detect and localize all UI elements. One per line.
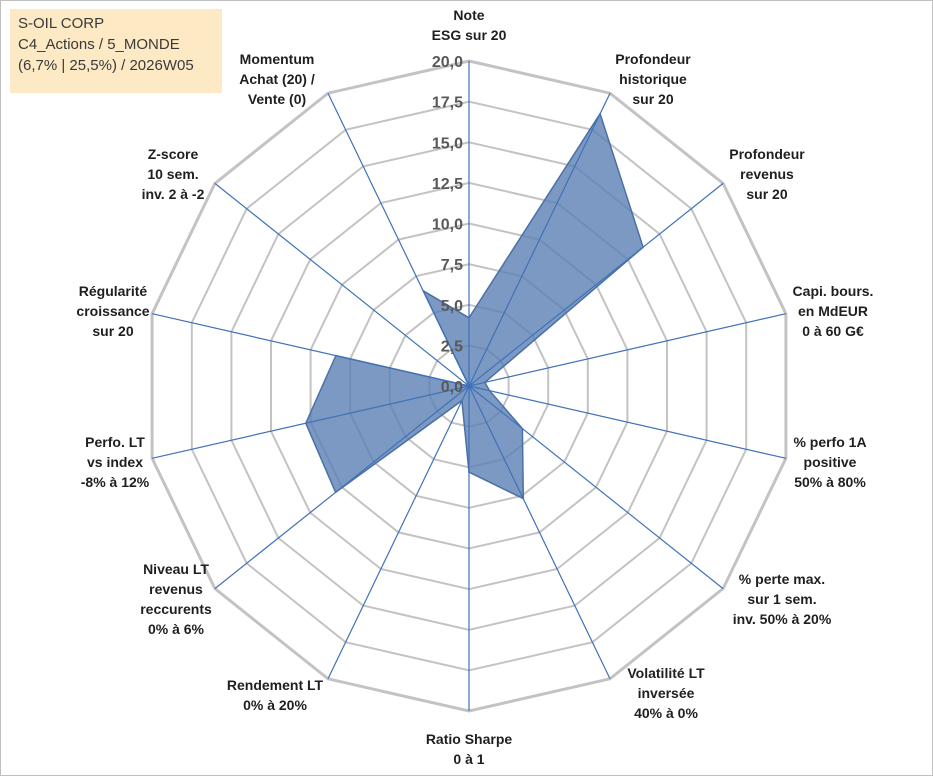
- tick-label: 12,5: [432, 176, 463, 193]
- tick-label: 15,0: [432, 135, 463, 152]
- axis-label-rendement-lt: Rendement LT 0% à 20%: [226, 677, 324, 713]
- axis-label-perte-max: % perte max. sur 1 sem. inv. 50% à 20%: [732, 571, 832, 627]
- axis-label-profondeur-historique: Profondeur historique sur 20: [615, 51, 691, 107]
- axis-label-niveau-lt: Niveau LT revenus reccurents 0% à 6%: [140, 561, 212, 637]
- spoke-line: [468, 385, 724, 590]
- spoke-line: [327, 92, 470, 387]
- spoke-line: [468, 182, 724, 387]
- tick-label: 0,0: [441, 379, 463, 396]
- spoke-line: [468, 92, 611, 387]
- axis-label-volatilite: Volatilité LT inversée 40% à 0%: [627, 665, 705, 721]
- spoke-line: [151, 313, 470, 387]
- axis-label-capi-bours: Capi. bours. en MdEUR 0 à 60 G€: [792, 283, 874, 339]
- tick-label: 5,0: [441, 298, 463, 315]
- axis-label-ratio-sharpe: Ratio Sharpe 0 à 1: [425, 731, 513, 767]
- axis-label-esg: Note ESG sur 20: [431, 7, 507, 43]
- axis-label-regularite: Régularité croissance sur 20: [76, 283, 150, 339]
- stats-label: (6,7% | 25,5%) / 2026W05: [18, 57, 194, 74]
- axis-label-z-score: Z-score 10 sem. inv. 2 à -2: [141, 146, 205, 202]
- tick-label: 2,5: [441, 338, 463, 355]
- tick-label: 20,0: [432, 54, 463, 71]
- spoke-line: [468, 385, 611, 680]
- axis-label-perfo-1a: % perfo 1A positive 50% à 80%: [793, 434, 867, 490]
- spoke-line: [151, 385, 470, 459]
- tick-label: 7,5: [441, 257, 463, 274]
- company-name: S-OIL CORP: [18, 15, 105, 32]
- spoke-line: [214, 385, 470, 590]
- tick-label: 17,5: [432, 95, 463, 112]
- spoke-line: [468, 313, 787, 387]
- info-box: S-OIL CORP C4_Actions / 5_MONDE (6,7% | …: [10, 9, 222, 93]
- tick-label: 10,0: [432, 217, 463, 234]
- spoke-line: [468, 385, 787, 459]
- axis-label-profondeur-revenus: Profondeur revenus sur 20: [729, 146, 805, 202]
- portfolio-label: C4_Actions / 5_MONDE: [18, 36, 180, 53]
- spoke-line: [327, 385, 470, 680]
- axis-label-momentum: Momentum Achat (20) / Vente (0): [239, 51, 315, 107]
- axis-label-perfo-lt: Perfo. LT vs index -8% à 12%: [80, 434, 150, 490]
- spoke-line: [214, 182, 470, 387]
